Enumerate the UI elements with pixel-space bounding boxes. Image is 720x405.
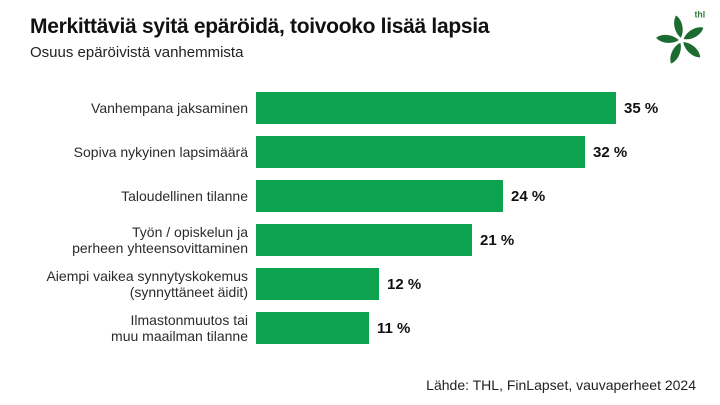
chart-row: Vanhempana jaksaminen 35 % (30, 92, 700, 124)
category-label: Työn / opiskelun ja perheen yhteensovitt… (72, 224, 248, 256)
bar (256, 180, 503, 212)
chart-header: Merkittäviä syitä epäröidä, toivooko lis… (30, 15, 630, 62)
thl-flower-icon: thl (656, 10, 706, 64)
value-label: 35 % (624, 99, 659, 117)
category-label: Taloudellinen tilanne (121, 188, 248, 204)
chart-row: Taloudellinen tilanne 24 % (30, 180, 700, 212)
bar (256, 268, 379, 300)
bar-chart: Vanhempana jaksaminen 35 % Sopiva nykyin… (30, 92, 700, 344)
bar (256, 312, 369, 344)
chart-row: Työn / opiskelun ja perheen yhteensovitt… (30, 224, 700, 256)
category-label: Ilmastonmuutos tai muu maailman tilanne (111, 312, 248, 344)
page-subtitle: Osuus epäröivistä vanhemmista (30, 44, 244, 62)
chart-row: Sopiva nykyinen lapsimäärä 32 % (30, 136, 700, 168)
value-label: 11 % (377, 319, 411, 337)
thl-logo-text: thl (695, 10, 706, 20)
category-label: Sopiva nykyinen lapsimäärä (73, 144, 248, 160)
page-title: Merkittäviä syitä epäröidä, toivooko lis… (30, 15, 490, 38)
category-label: Aiempi vaikea synnytyskokemus (synnyttän… (46, 268, 248, 300)
category-label: Vanhempana jaksaminen (91, 100, 248, 116)
thl-logo: thl (656, 8, 712, 64)
source-note: Lähde: THL, FinLapset, vauvaperheet 2024 (426, 377, 696, 393)
value-label: 32 % (593, 143, 628, 161)
value-label: 24 % (511, 187, 546, 205)
bar (256, 136, 585, 168)
value-label: 12 % (387, 275, 422, 293)
chart-row: Aiempi vaikea synnytyskokemus (synnyttän… (30, 268, 700, 300)
value-label: 21 % (480, 231, 515, 249)
chart-row: Ilmastonmuutos tai muu maailman tilanne … (30, 312, 700, 344)
bar (256, 92, 616, 124)
bar (256, 224, 472, 256)
